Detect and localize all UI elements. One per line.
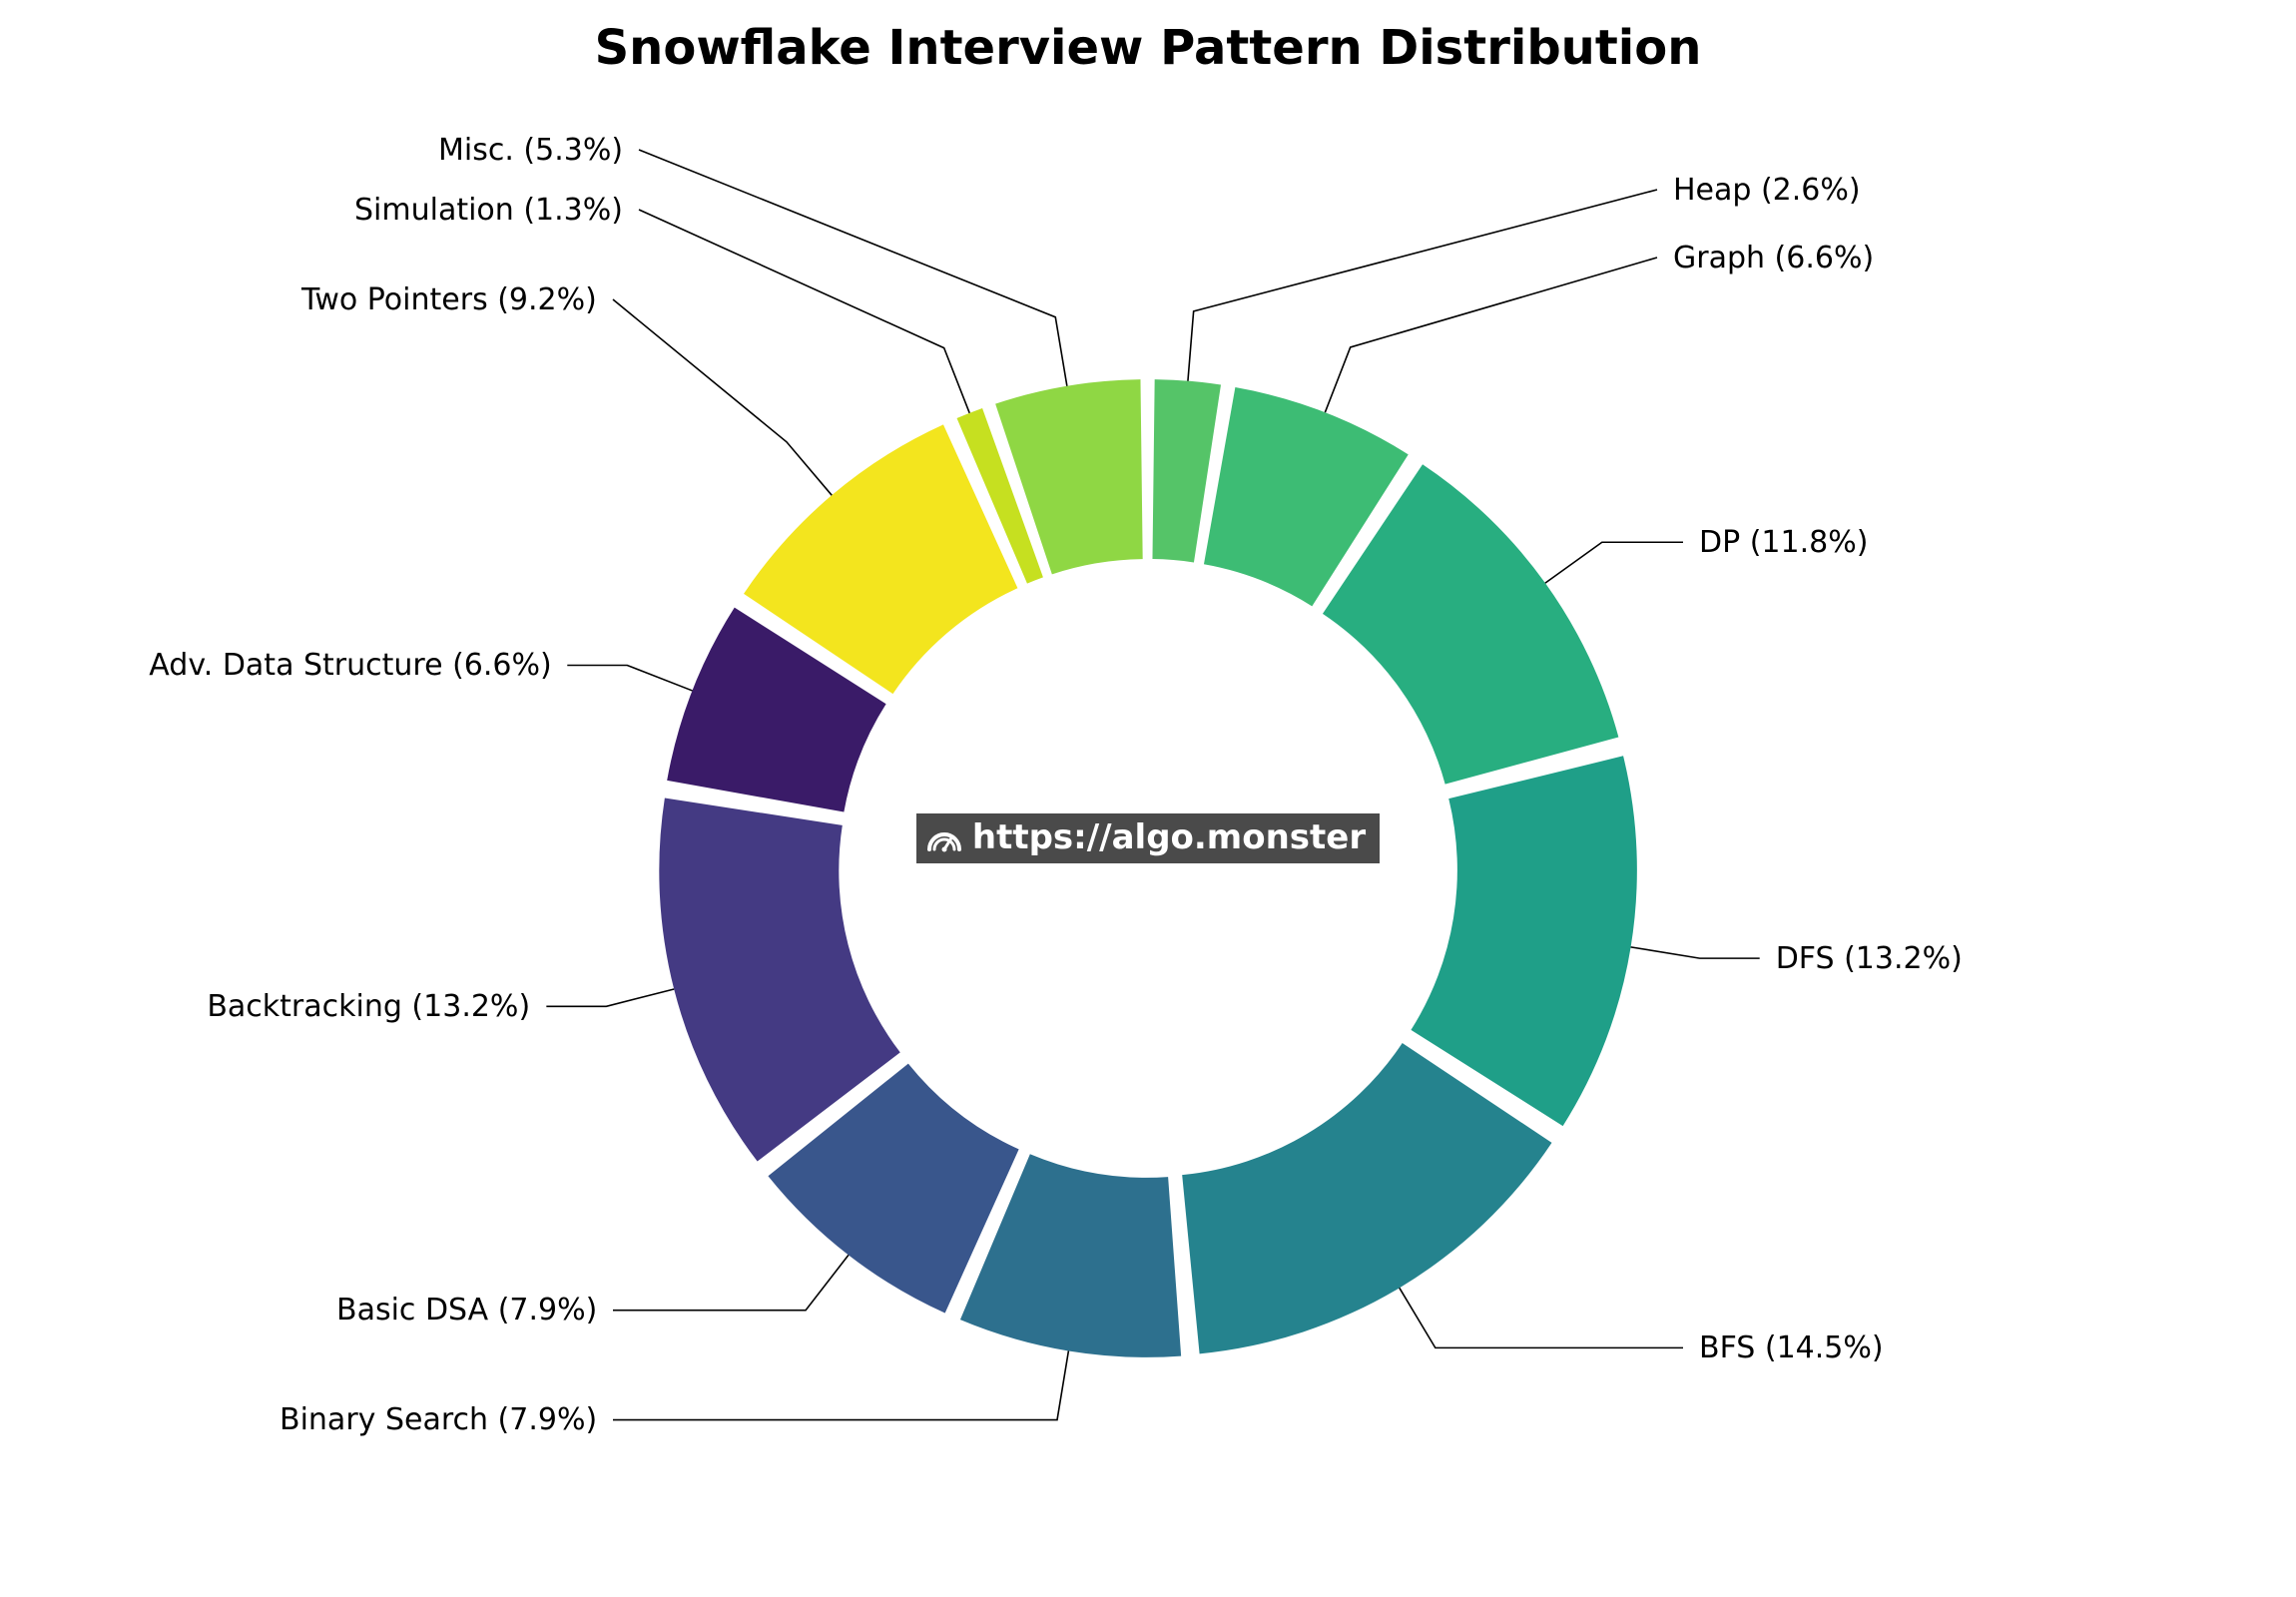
slice-label: Adv. Data Structure (6.6%) bbox=[149, 648, 551, 683]
slice-label: Graph (6.6%) bbox=[1673, 241, 1874, 275]
slice-dfs bbox=[1411, 756, 1636, 1126]
slice-label: DP (11.8%) bbox=[1699, 525, 1868, 560]
slice-label: BFS (14.5%) bbox=[1699, 1331, 1884, 1365]
slice-label: Basic DSA (7.9%) bbox=[336, 1293, 597, 1328]
leader-line bbox=[1188, 190, 1657, 381]
leader-line bbox=[613, 1255, 849, 1310]
slice-label: Binary Search (7.9%) bbox=[280, 1402, 597, 1437]
leader-line bbox=[567, 666, 692, 691]
slice-label: Simulation (1.3%) bbox=[354, 193, 623, 228]
watermark: https://algo.monster bbox=[916, 813, 1380, 863]
slice-label: DFS (13.2%) bbox=[1776, 941, 1963, 976]
leader-line bbox=[639, 150, 1067, 386]
leader-line bbox=[1400, 1288, 1683, 1347]
leader-line bbox=[613, 1350, 1068, 1419]
watermark-text: https://algo.monster bbox=[972, 817, 1366, 857]
gauge-icon bbox=[926, 822, 962, 852]
slice-label: Heap (2.6%) bbox=[1673, 173, 1861, 208]
slice-label: Backtracking (13.2%) bbox=[207, 989, 530, 1024]
slice-label: Misc. (5.3%) bbox=[438, 133, 623, 168]
leader-line bbox=[546, 989, 674, 1006]
leader-line bbox=[639, 210, 969, 413]
slice-label: Two Pointers (9.2%) bbox=[301, 282, 597, 317]
leader-line bbox=[1545, 542, 1683, 583]
slice-bfs bbox=[1182, 1043, 1551, 1353]
donut-chart bbox=[0, 0, 2296, 1597]
leader-line bbox=[1325, 258, 1657, 412]
leader-line bbox=[1631, 947, 1760, 958]
leader-line bbox=[613, 299, 832, 495]
